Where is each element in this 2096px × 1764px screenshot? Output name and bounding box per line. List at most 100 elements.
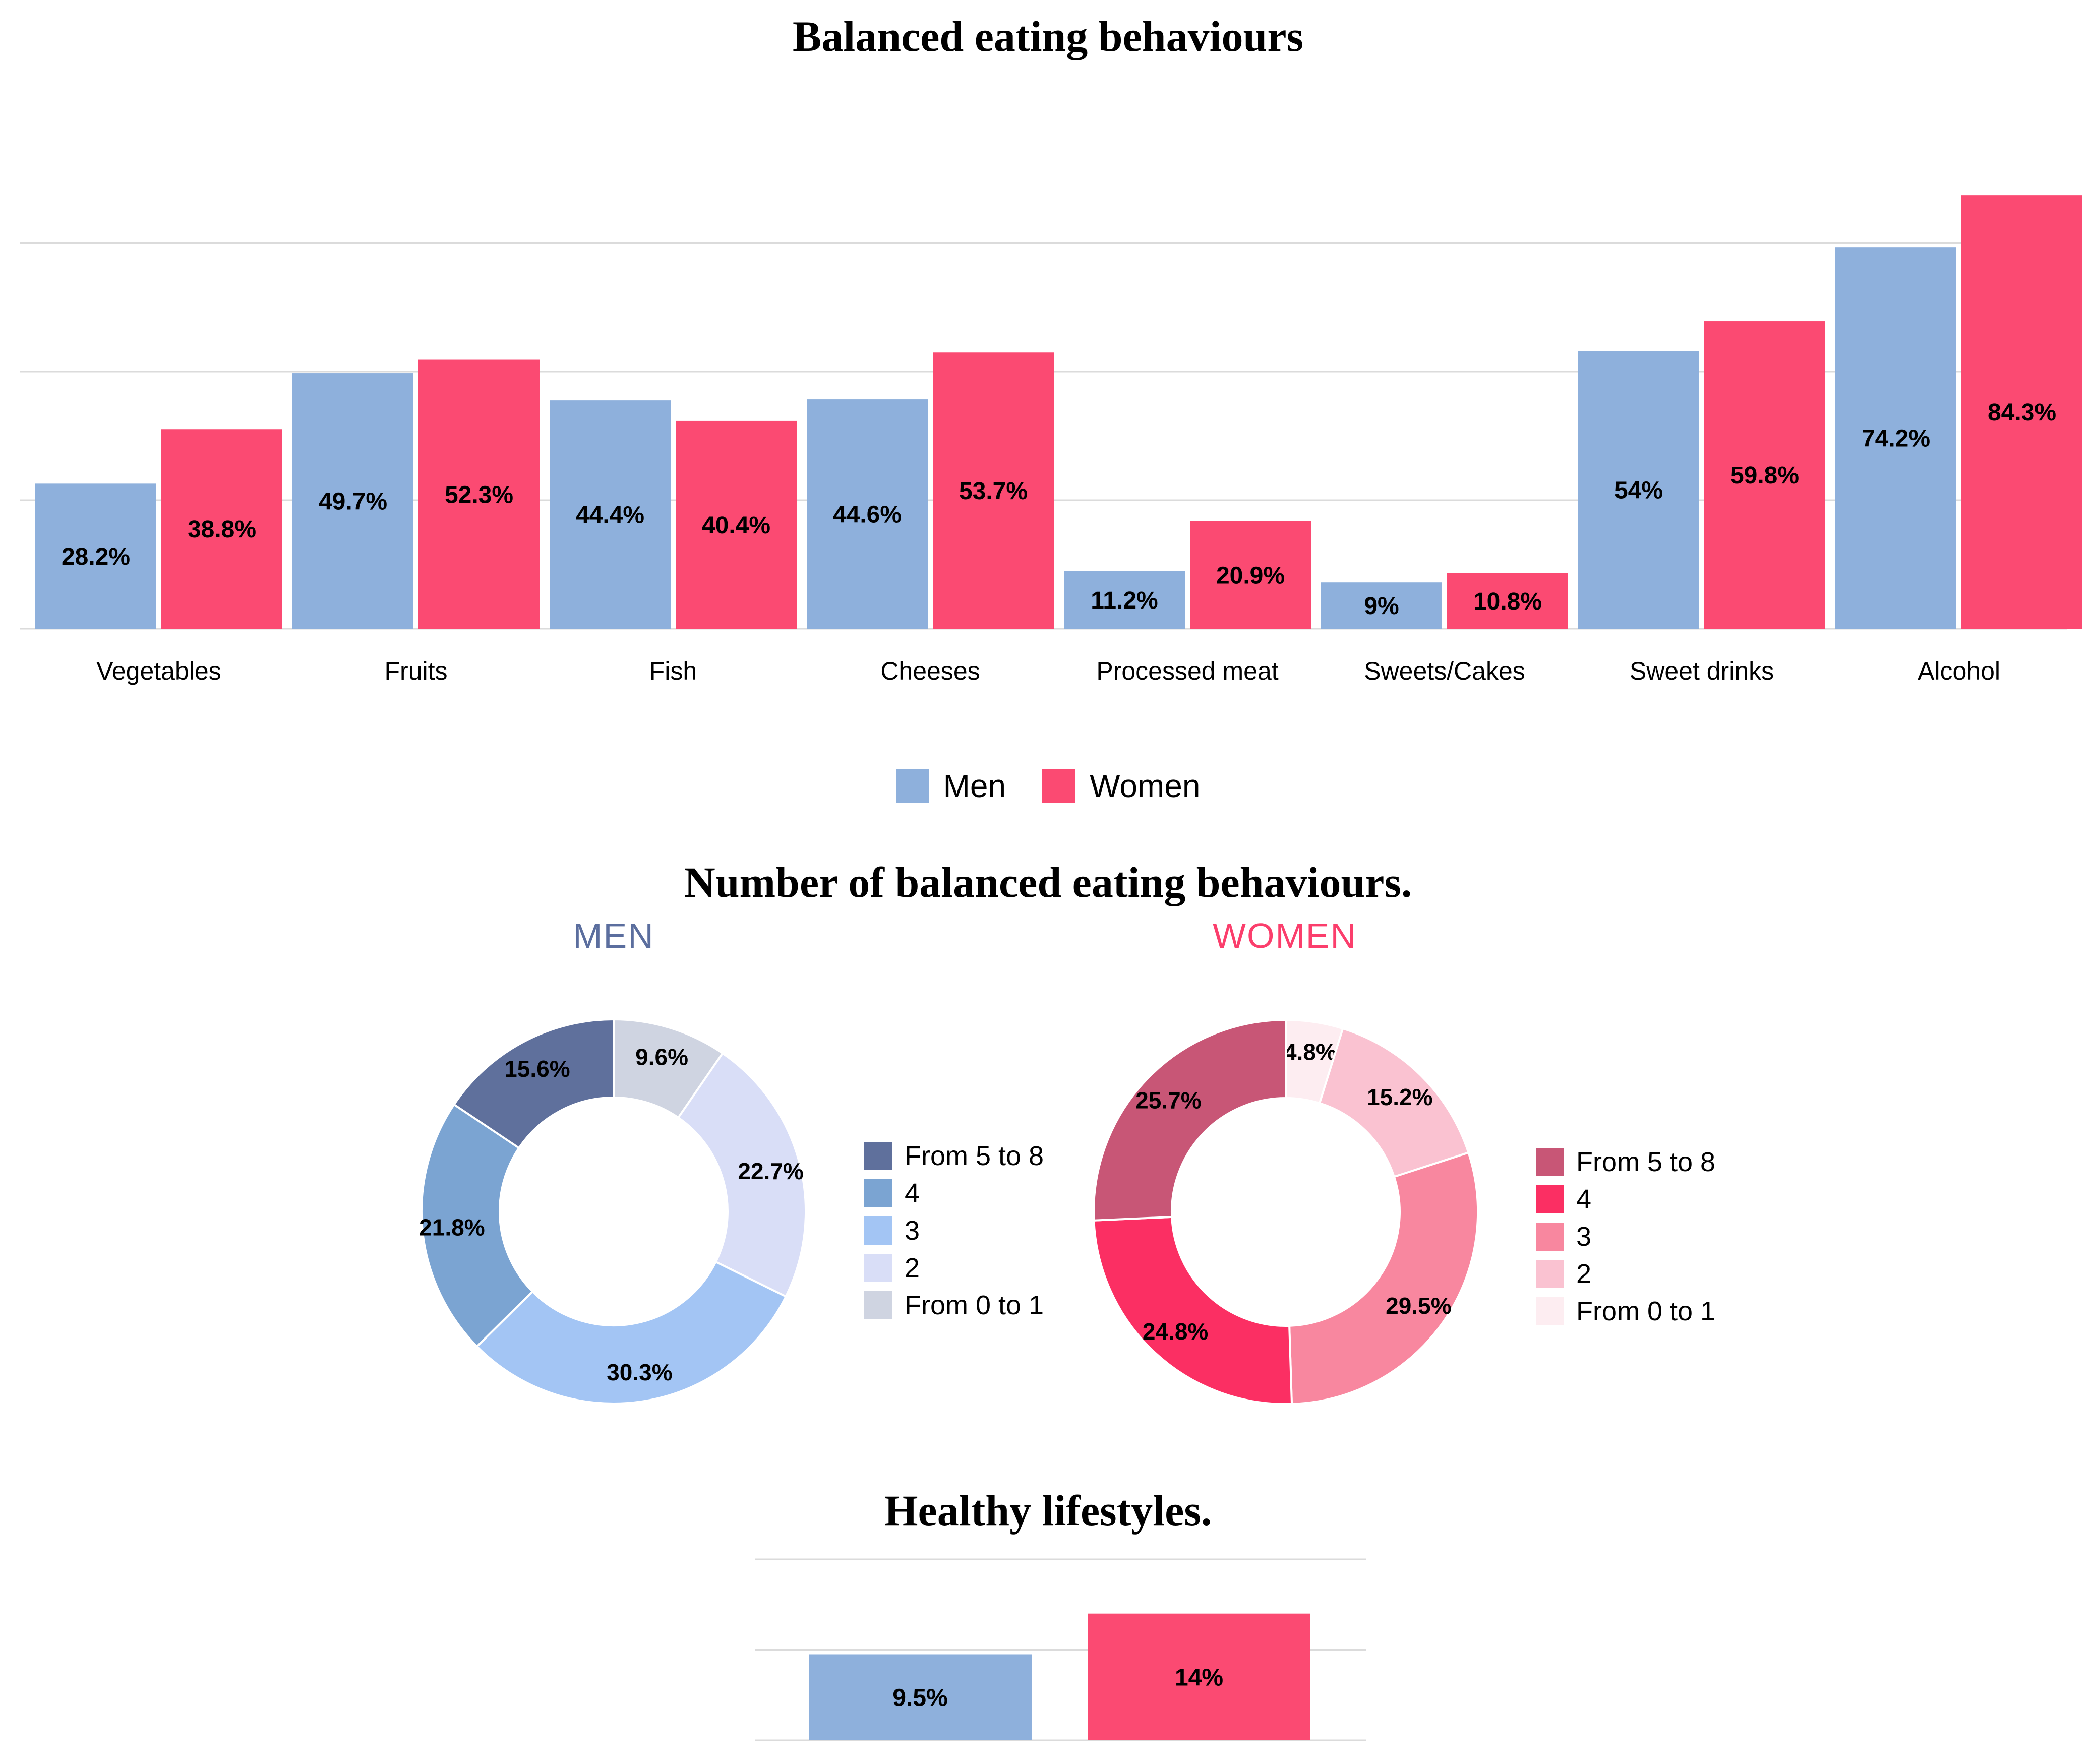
donut-men-slice-from-5-to-8 xyxy=(452,1018,615,1149)
men-color-swatch-icon xyxy=(895,769,929,803)
women-legend-item-from-5-to-8: From 5 to 8 xyxy=(1536,1146,1715,1178)
donut-women-slice-2 xyxy=(1318,1027,1470,1178)
bar-value-women-vegetables: 38.8% xyxy=(188,516,256,543)
bar-value-women-processed-meat: 20.9% xyxy=(1216,562,1285,589)
women-legend-label-from-0-to-1: From 0 to 1 xyxy=(1576,1296,1716,1326)
category-label-alcohol: Alcohol xyxy=(1918,657,2000,685)
bar-men-cheeses xyxy=(807,399,928,629)
women-legend-swatch-icon-3 xyxy=(1536,1223,1564,1251)
women-legend-item-4: 4 xyxy=(1536,1184,1715,1215)
donut-women-value-3: 29.5% xyxy=(1386,1293,1451,1319)
donut-men-slice-4 xyxy=(420,1103,534,1348)
bar-men-alcohol xyxy=(1835,247,1956,629)
bar-women-cheeses xyxy=(933,352,1054,629)
women-legend-label-3: 3 xyxy=(1576,1222,1592,1252)
bar-women-alcohol xyxy=(1961,195,2082,629)
bar-value-women-fruits: 52.3% xyxy=(445,481,513,508)
gender-legend-label-men: Men xyxy=(943,768,1006,804)
bar-chart-title: Balanced eating behaviours xyxy=(793,12,1303,60)
bar-women-sweets-cakes xyxy=(1447,573,1568,629)
category-label-cheeses: Cheeses xyxy=(880,657,980,685)
men-legend-swatch-icon-4 xyxy=(864,1179,892,1207)
gender-legend-label-women: Women xyxy=(1090,768,1201,804)
donut-women-slice-3 xyxy=(1288,1151,1479,1405)
bar-men-fish xyxy=(550,400,671,629)
bar-value-men-fish: 44.4% xyxy=(576,502,644,529)
donut-women-slice-4 xyxy=(1093,1215,1293,1405)
lifestyle-bar-women xyxy=(1088,1613,1310,1740)
bar-value-women-sweets-cakes: 10.8% xyxy=(1473,588,1542,615)
bar-men-processed-meat xyxy=(1064,571,1185,629)
bar-women-sweet-drinks xyxy=(1704,321,1825,629)
donut-women-value-from-0-to-1: 4.8% xyxy=(1284,1039,1337,1065)
donut-men-slice-2 xyxy=(677,1052,807,1298)
donut-men-value-3: 30.3% xyxy=(607,1359,672,1385)
bar-value-men-cheeses: 44.6% xyxy=(833,502,902,528)
bar-men-fruits xyxy=(292,373,413,629)
donut-women-value-2: 15.2% xyxy=(1367,1084,1432,1110)
women-legend-item-from-0-to-1: From 0 to 1 xyxy=(1536,1296,1715,1327)
bar-women-vegetables xyxy=(161,429,282,629)
women-legend-label-4: 4 xyxy=(1576,1184,1592,1214)
donut-men-value-2: 22.7% xyxy=(738,1158,803,1184)
bar-men-sweet-drinks xyxy=(1578,351,1699,629)
men-donut-title: MEN xyxy=(573,916,654,955)
women-legend-label-from-5-to-8: From 5 to 8 xyxy=(1576,1147,1716,1177)
bar-value-men-sweets-cakes: 9% xyxy=(1364,593,1399,620)
men-legend-label-4: 4 xyxy=(905,1178,920,1208)
women-donut-title: WOMEN xyxy=(1212,916,1357,955)
donut-men-value-from-0-to-1: 9.6% xyxy=(635,1044,688,1070)
donut-women-value-from-5-to-8: 25.7% xyxy=(1135,1087,1201,1113)
lifestyle-bar-men xyxy=(809,1654,1032,1740)
men-legend-swatch-icon-from-0-to-1 xyxy=(864,1291,892,1319)
men-donut-legend: From 5 to 8 4 3 2 From 0 to 1 xyxy=(864,1140,1044,1321)
donut-men-slice-3 xyxy=(475,1260,788,1405)
men-legend-item-from-5-to-8: From 5 to 8 xyxy=(864,1140,1044,1172)
bar-value-men-vegetables: 28.2% xyxy=(62,543,130,570)
women-legend-swatch-icon-4 xyxy=(1536,1185,1564,1213)
men-legend-item-3: 3 xyxy=(864,1215,1044,1246)
gender-legend-item-women: Women xyxy=(1042,767,1200,805)
men-legend-item-2: 2 xyxy=(864,1252,1044,1284)
category-label-fruits: Fruits xyxy=(385,657,448,685)
lifestyle-value-men: 9.5% xyxy=(892,1685,947,1712)
bar-value-men-processed-meat: 11.2% xyxy=(1091,587,1158,614)
men-legend-item-4: 4 xyxy=(864,1178,1044,1209)
women-legend-swatch-icon-from-5-to-8 xyxy=(1536,1148,1564,1176)
women-legend-item-3: 3 xyxy=(1536,1221,1715,1252)
men-legend-label-3: 3 xyxy=(905,1215,920,1246)
gender-legend: Men Women xyxy=(0,767,2096,805)
category-label-fish: Fish xyxy=(649,657,697,685)
bar-value-women-cheeses: 53.7% xyxy=(959,478,1028,505)
men-legend-item-from-0-to-1: From 0 to 1 xyxy=(864,1290,1044,1321)
men-legend-label-from-0-to-1: From 0 to 1 xyxy=(905,1290,1044,1320)
category-label-sweet-drinks: Sweet drinks xyxy=(1630,657,1774,685)
donut-men-value-from-5-to-8: 15.6% xyxy=(504,1056,570,1082)
women-legend-label-2: 2 xyxy=(1576,1259,1592,1289)
women-color-swatch-icon xyxy=(1042,769,1076,803)
bar-value-men-sweet-drinks: 54% xyxy=(1614,477,1663,504)
bar-value-men-fruits: 49.7% xyxy=(319,489,387,515)
donut-women-slice-from-5-to-8 xyxy=(1093,1018,1287,1222)
donut-men-value-4: 21.8% xyxy=(419,1214,485,1240)
bar-women-processed-meat xyxy=(1190,521,1311,629)
lifestyle-value-women: 14% xyxy=(1175,1664,1223,1691)
men-legend-swatch-icon-2 xyxy=(864,1254,892,1282)
women-donut-legend: From 5 to 8 4 3 2 From 0 to 1 xyxy=(1536,1146,1715,1327)
bar-value-men-alcohol: 74.2% xyxy=(1862,425,1930,452)
bar-women-fish xyxy=(676,420,797,629)
bar-value-women-alcohol: 84.3% xyxy=(1988,399,2056,426)
bar-value-women-sweet-drinks: 59.8% xyxy=(1730,462,1799,489)
men-legend-swatch-icon-from-5-to-8 xyxy=(864,1142,892,1170)
lifestyle-chart-title: Healthy lifestyles. xyxy=(884,1486,1212,1535)
bar-men-sweets-cakes xyxy=(1321,582,1442,629)
category-label-vegetables: Vegetables xyxy=(96,657,221,685)
gender-legend-item-men: Men xyxy=(895,767,1006,805)
women-legend-item-2: 2 xyxy=(1536,1258,1715,1290)
bar-men-vegetables xyxy=(35,483,156,629)
category-label-sweets-cakes: Sweets/Cakes xyxy=(1364,657,1525,685)
donut-women-value-4: 24.8% xyxy=(1143,1318,1208,1345)
donut-section-title: Number of balanced eating behaviours. xyxy=(684,858,1412,906)
